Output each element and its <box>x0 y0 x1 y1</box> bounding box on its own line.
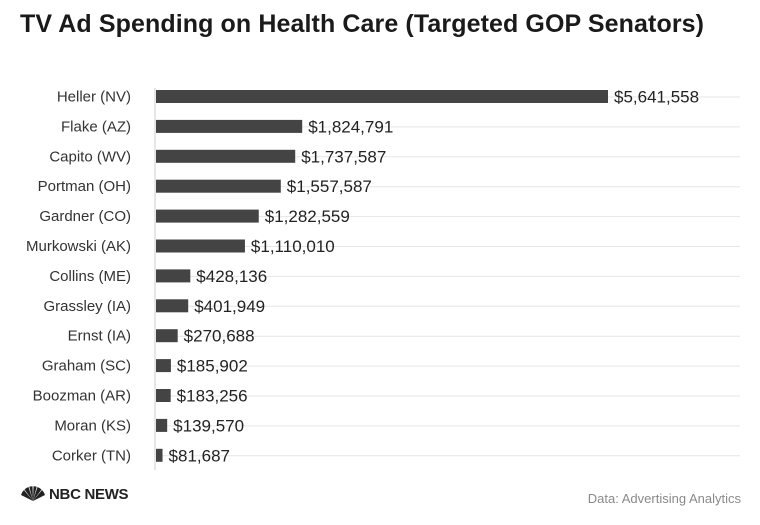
category-label: Graham (SC) <box>42 358 131 375</box>
bar-6 <box>156 269 191 283</box>
bar-2 <box>156 149 296 163</box>
category-label: Ernst (IA) <box>68 328 131 345</box>
nbc-news-logo: NBC NEWS <box>20 484 129 504</box>
logo-text: NBC NEWS <box>49 485 129 503</box>
bar-chart: Heller (NV) Flake (AZ) Capito (WV) Portman … <box>26 88 740 470</box>
category-labels: Heller (NV) Flake (AZ) Capito (WV) Portman … <box>26 89 131 465</box>
category-label: Moran (KS) <box>54 417 131 434</box>
category-label: Grassley (IA) <box>43 298 131 315</box>
bar-5 <box>156 239 245 253</box>
bar-8 <box>156 329 178 343</box>
bar-0 <box>156 90 608 103</box>
category-label: Gardner (CO) <box>39 208 131 225</box>
category-label: Heller (NV) <box>57 89 131 106</box>
value-label: $1,282,559 <box>265 207 350 226</box>
category-label: Collins (ME) <box>49 268 131 285</box>
category-label: Murkowski (AK) <box>26 238 131 255</box>
bar-9 <box>156 359 171 373</box>
value-label: $183,256 <box>177 387 248 406</box>
value-label: $5,641,558 <box>614 88 699 107</box>
value-label: $1,557,587 <box>287 177 372 196</box>
bar-12 <box>156 448 163 462</box>
value-label: $1,110,010 <box>251 237 335 256</box>
source-note: Data: Advertising Analytics <box>587 491 741 506</box>
category-label: Portman (OH) <box>38 178 131 195</box>
category-label: Flake (AZ) <box>61 118 131 135</box>
bar-7 <box>156 299 189 313</box>
value-labels: $5,641,558 $1,824,791 $1,737,587 $1,557,587… <box>169 88 700 466</box>
value-label: $1,737,587 <box>301 147 386 166</box>
peacock-icon <box>21 486 45 501</box>
value-label: $139,570 <box>173 416 244 435</box>
value-label: $185,902 <box>177 357 248 376</box>
bar-11 <box>156 418 168 432</box>
value-label: $270,688 <box>184 327 255 346</box>
category-label: Capito (WV) <box>49 148 131 165</box>
value-label: $81,687 <box>169 446 230 465</box>
bar-4 <box>156 209 259 223</box>
value-label: $401,949 <box>194 297 265 316</box>
value-label: $1,824,791 <box>308 117 393 136</box>
bars <box>156 90 608 462</box>
bar-1 <box>156 119 303 133</box>
category-label: Corker (TN) <box>52 447 131 464</box>
category-label: Boozman (AR) <box>33 388 131 405</box>
value-label: $428,136 <box>196 267 267 286</box>
bar-10 <box>156 389 171 402</box>
chart-title: TV Ad Spending on Health Care (Targeted … <box>20 10 705 38</box>
bar-3 <box>156 179 281 193</box>
